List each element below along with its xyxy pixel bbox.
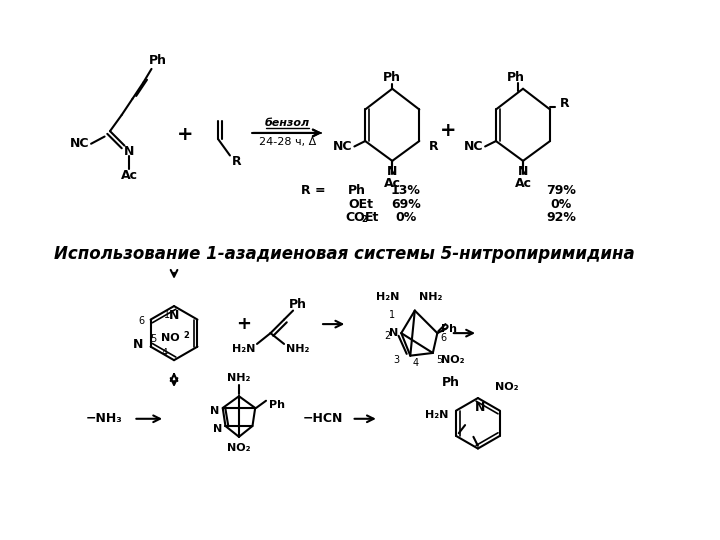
Text: NH₂: NH₂ bbox=[419, 292, 443, 302]
Text: H₂N: H₂N bbox=[425, 410, 448, 420]
Text: NO₂: NO₂ bbox=[228, 443, 251, 453]
Text: NO: NO bbox=[161, 333, 180, 343]
Text: N: N bbox=[518, 165, 528, 178]
Text: 2: 2 bbox=[384, 331, 391, 341]
Text: N: N bbox=[390, 328, 399, 338]
Text: N: N bbox=[474, 401, 485, 414]
Text: NH₂: NH₂ bbox=[286, 345, 310, 354]
Text: Ph: Ph bbox=[348, 184, 366, 197]
Text: +: + bbox=[440, 121, 456, 140]
Text: 6: 6 bbox=[138, 316, 145, 326]
Text: NC: NC bbox=[464, 140, 483, 153]
Text: Ac: Ac bbox=[515, 177, 531, 190]
Text: NC: NC bbox=[70, 137, 89, 150]
Text: −HCN: −HCN bbox=[302, 412, 343, 426]
Text: Ph: Ph bbox=[442, 376, 460, 389]
Text: 69%: 69% bbox=[391, 198, 420, 211]
Text: 5: 5 bbox=[436, 355, 442, 365]
Text: R: R bbox=[559, 97, 570, 110]
Text: 24-28 ч, Δ: 24-28 ч, Δ bbox=[259, 137, 316, 147]
Text: H₂N: H₂N bbox=[376, 292, 400, 302]
Text: 13%: 13% bbox=[391, 184, 420, 197]
Text: Использование 1-азадиеновая системы 5-нитропиримидина: Использование 1-азадиеновая системы 5-ни… bbox=[54, 245, 635, 263]
Text: +: + bbox=[236, 315, 251, 333]
Text: 4: 4 bbox=[413, 358, 419, 368]
Text: Ph: Ph bbox=[289, 298, 307, 310]
Text: 2: 2 bbox=[183, 332, 189, 340]
Text: +: + bbox=[176, 125, 193, 144]
Text: N: N bbox=[210, 406, 219, 416]
Text: 3: 3 bbox=[394, 355, 400, 365]
Text: Ph: Ph bbox=[383, 71, 401, 84]
Text: Et: Et bbox=[365, 211, 379, 224]
Text: N: N bbox=[387, 165, 397, 178]
Text: Ph: Ph bbox=[507, 71, 525, 84]
Text: N: N bbox=[212, 424, 222, 434]
Text: 92%: 92% bbox=[546, 211, 576, 224]
Text: Ac: Ac bbox=[384, 177, 401, 190]
Text: NO₂: NO₂ bbox=[495, 382, 518, 392]
Text: 1: 1 bbox=[390, 310, 395, 320]
Text: −NH₃: −NH₃ bbox=[86, 412, 122, 426]
Text: CO: CO bbox=[346, 211, 365, 224]
Text: Ac: Ac bbox=[120, 169, 138, 182]
Text: N: N bbox=[124, 145, 134, 158]
Text: Ph: Ph bbox=[269, 400, 285, 410]
Text: NO₂: NO₂ bbox=[441, 355, 464, 365]
Text: 79%: 79% bbox=[546, 184, 576, 197]
Text: 0%: 0% bbox=[395, 211, 416, 224]
Text: N: N bbox=[132, 339, 143, 352]
Text: 2: 2 bbox=[361, 215, 367, 224]
Text: Ph: Ph bbox=[441, 323, 457, 334]
Text: R: R bbox=[231, 156, 241, 168]
Text: R =: R = bbox=[302, 184, 326, 197]
Text: бензол: бензол bbox=[265, 118, 310, 128]
Text: 0%: 0% bbox=[550, 198, 572, 211]
Text: NH₂: NH₂ bbox=[228, 373, 251, 383]
Text: R: R bbox=[429, 140, 438, 153]
Text: 6: 6 bbox=[441, 333, 446, 343]
Text: 4: 4 bbox=[162, 348, 168, 358]
Text: 1: 1 bbox=[163, 310, 170, 320]
Text: H₂N: H₂N bbox=[232, 345, 255, 354]
Text: N: N bbox=[169, 308, 179, 322]
Text: OEt: OEt bbox=[348, 198, 373, 211]
Text: 5: 5 bbox=[150, 334, 156, 345]
Text: NC: NC bbox=[333, 140, 352, 153]
Text: Ph: Ph bbox=[149, 55, 167, 68]
